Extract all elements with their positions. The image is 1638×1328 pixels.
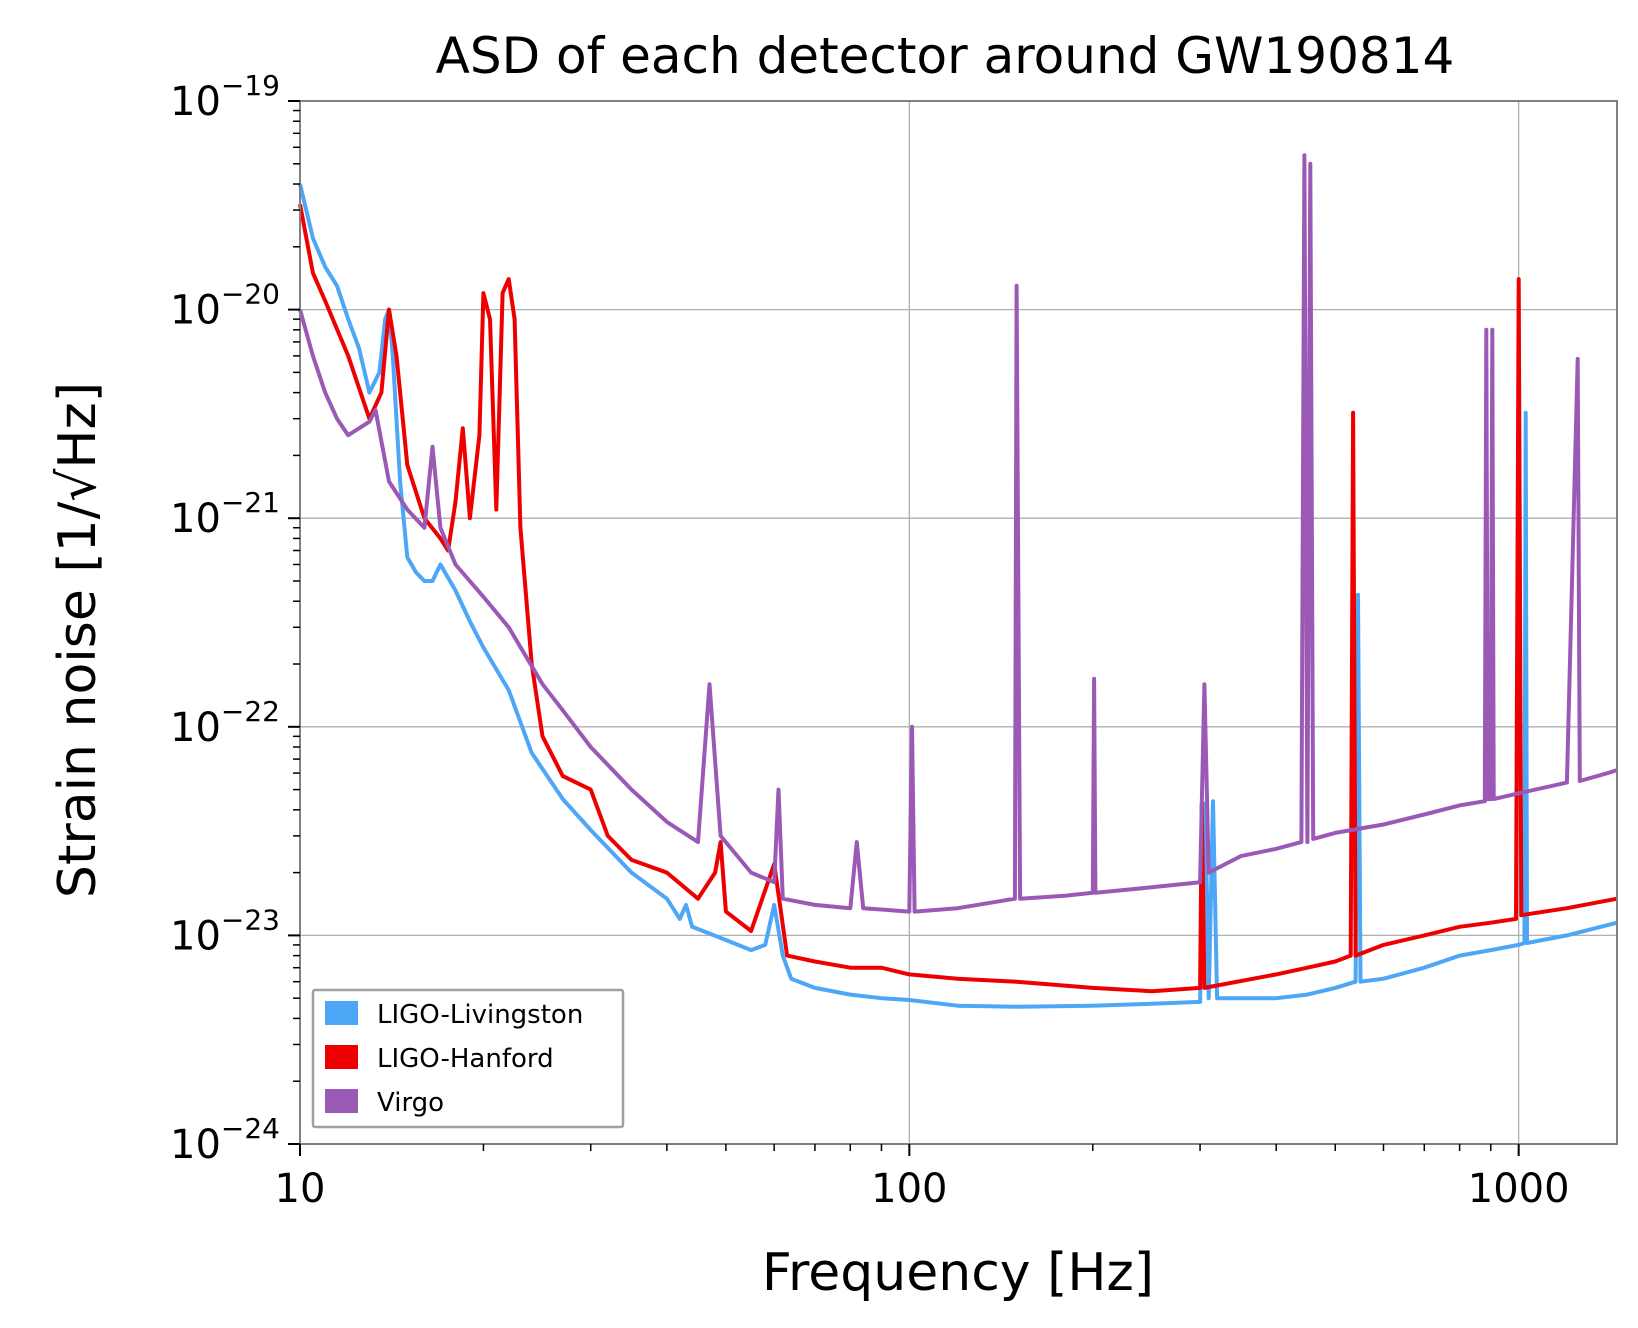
- y-tick-label: 10−19: [170, 69, 280, 125]
- y-tick-label: 10−22: [170, 695, 280, 751]
- legend-swatch: [325, 1001, 358, 1025]
- y-tick-label: 10−23: [170, 903, 280, 959]
- x-tick-label: 10: [275, 1166, 326, 1212]
- plot-frame: [299, 100, 1618, 1145]
- legend-swatch: [325, 1045, 358, 1069]
- y-tick-label: 10−20: [170, 278, 280, 334]
- x-tick-label: 100: [871, 1166, 947, 1212]
- grid-lines: [299, 101, 1617, 1144]
- legend-label: LIGO-Hanford: [377, 1044, 554, 1074]
- chart-title: ASD of each detector around GW190814: [436, 27, 1455, 85]
- y-tick-label: 10−24: [170, 1112, 280, 1168]
- x-tick-label: 1000: [1468, 1166, 1570, 1212]
- series-line-virgo: [298, 153, 1618, 914]
- series-line-ligo-livingston: [298, 183, 1618, 1009]
- legend: LIGO-Livingston LIGO-Hanford Virgo: [311, 988, 625, 1129]
- legend-label: Virgo: [377, 1088, 444, 1118]
- series-line-ligo-hanford: [298, 203, 1618, 994]
- y-axis-label: Strain noise [1/√Hz]: [48, 382, 108, 898]
- axis-ticks: 10 100 1000 10−24 10−23 10−22 10−21 10−20 10−19: [170, 69, 1570, 1212]
- legend-label: LIGO-Livingston: [377, 1000, 583, 1030]
- x-axis-label: Frequency [Hz]: [762, 1243, 1154, 1303]
- y-tick-label: 10−21: [170, 486, 280, 542]
- series-lines: [298, 153, 1618, 1009]
- legend-swatch: [325, 1089, 358, 1113]
- legend-frame: [311, 988, 625, 1129]
